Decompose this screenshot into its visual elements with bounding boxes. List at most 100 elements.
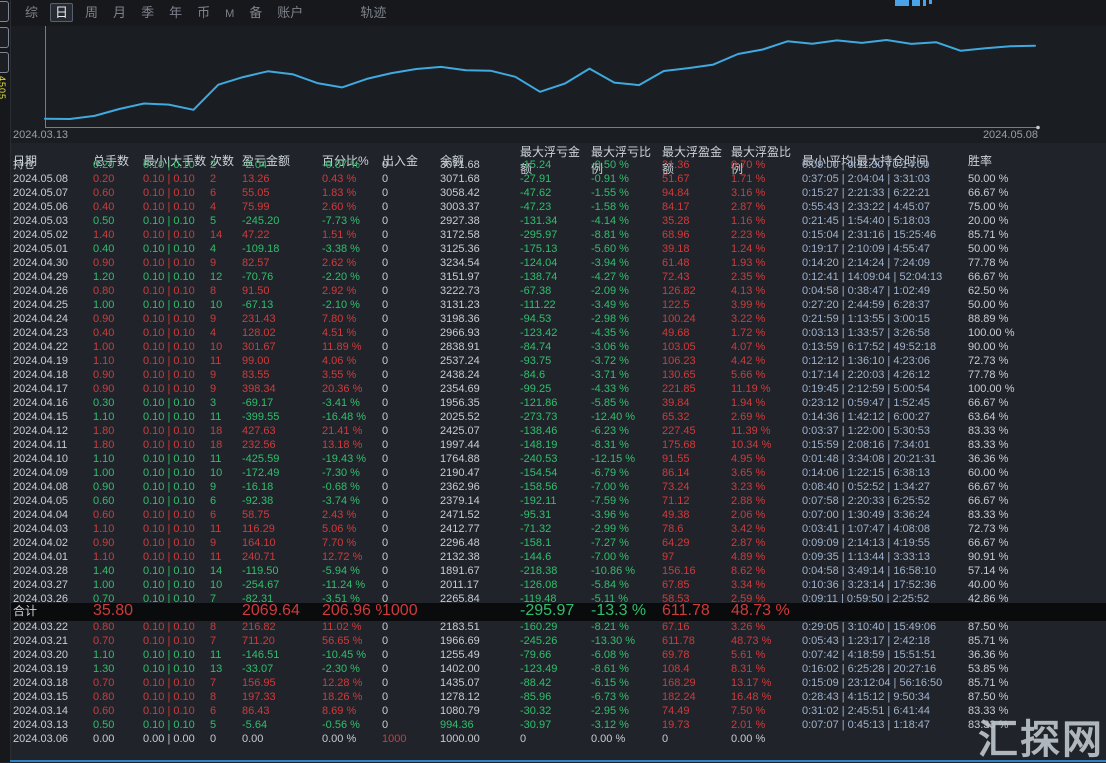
table-row[interactable]: 2024.05.08 0.20 0.10 | 0.10 2 13.26 0.43 % 0 30… — [10, 172, 1106, 186]
cell-hold: 0:37:05 | 2:04:04 | 3:31:03 — [802, 173, 931, 185]
column-header-2[interactable]: 最小|大手数 — [143, 153, 207, 168]
cell-mfl: -30.97 — [520, 719, 552, 731]
table-row[interactable]: 2024.03.22 0.80 0.10 | 0.10 8 216.82 11.02 % 0… — [10, 620, 1106, 634]
column-header-11[interactable]: 最大浮盈比例 — [731, 145, 792, 176]
table-row[interactable]: 2024.03.13 0.50 0.10 | 0.10 5 -5.64 -0.56 % 0 9… — [10, 718, 1106, 732]
side-toolbar-button[interactable] — [0, 1, 9, 22]
table-row[interactable]: 2024.04.29 1.20 0.10 | 0.10 12 -70.76 -2.20 %… — [10, 270, 1106, 284]
table-row[interactable]: 2024.03.21 0.70 0.10 | 0.10 7 711.20 56.65 % 0… — [10, 634, 1106, 648]
table-row[interactable]: 2024.04.09 1.00 0.10 | 0.10 10 -172.49 -7.30 … — [10, 466, 1106, 480]
table-row[interactable]: 2024.05.07 0.60 0.10 | 0.10 6 55.05 1.83 % 0 30… — [10, 186, 1106, 200]
tab-季[interactable]: 季 — [141, 5, 155, 20]
cell-mfpp: 1.16 % — [731, 215, 766, 227]
table-row[interactable]: 2024.04.10 1.10 0.10 | 0.10 11 -425.59 -19.43… — [10, 452, 1106, 466]
table-row[interactable]: 2024.03.19 1.30 0.10 | 0.10 13 -33.07 -2.30 %… — [10, 662, 1106, 676]
cell-date: 2024.04.18 — [13, 369, 69, 381]
table-row[interactable]: 2024.03.20 1.10 0.10 | 0.10 11 -146.51 -10.45… — [10, 648, 1106, 662]
table-row[interactable]: 2024.03.15 0.80 0.10 | 0.10 8 197.33 18.26 % 0… — [10, 690, 1106, 704]
table-row[interactable]: 2024.04.08 0.90 0.10 | 0.10 9 -16.18 -0.68 % 0… — [10, 480, 1106, 494]
table-row[interactable]: 2024.04.30 0.90 0.10 | 0.10 9 82.57 2.62 % 0 32… — [10, 256, 1106, 270]
cell-pnl: 55.05 — [242, 187, 270, 199]
cell-pnl: 231.43 — [242, 313, 276, 325]
column-header-3[interactable]: 次数 — [210, 153, 235, 168]
table-row[interactable]: 2024.05.06 0.40 0.10 | 0.10 4 75.99 2.60 % 0 30… — [10, 200, 1106, 214]
table-row[interactable]: 2024.04.25 1.00 0.10 | 0.10 10 -67.13 -2.10 %… — [10, 298, 1106, 312]
table-row[interactable]: 2024.03.18 0.70 0.10 | 0.10 7 156.95 12.28 % 0… — [10, 676, 1106, 690]
tab-年[interactable]: 年 — [169, 5, 183, 20]
cell-win: 50.00 % — [968, 299, 1009, 311]
column-header-6[interactable]: 出入金 — [382, 153, 419, 168]
cell-mfl: -95.31 — [520, 509, 552, 521]
cell-minmax: 0.10 | 0.10 — [143, 677, 195, 689]
table-row[interactable]: 2024.05.01 0.40 0.10 | 0.10 4 -109.18 -3.38 %… — [10, 242, 1106, 256]
cell-mfp: 72.43 — [662, 271, 690, 283]
column-header-10[interactable]: 最大浮盈金额 — [662, 145, 723, 176]
table-row[interactable]: 2024.04.22 1.00 0.10 | 0.10 10 301.67 11.89 %… — [10, 340, 1106, 354]
column-header-0[interactable]: 日期 — [13, 153, 38, 168]
cell-mfpp: 3.23 % — [731, 481, 766, 493]
tab-月[interactable]: 月 — [113, 5, 127, 20]
tab-M[interactable]: M — [225, 8, 235, 20]
cell-mfp: 182.24 — [662, 691, 696, 703]
table-row[interactable]: 2024.05.02 1.40 0.10 | 0.10 14 47.22 1.51 % 0 3… — [10, 228, 1106, 242]
table-row[interactable]: 2024.03.27 1.00 0.10 | 0.10 10 -254.67 -11.24… — [10, 578, 1106, 592]
tab-日[interactable]: 日 — [50, 3, 74, 22]
cell-count: 5 — [210, 719, 217, 731]
table-row[interactable]: 2024.03.28 1.40 0.10 | 0.10 14 -119.50 -5.94 … — [10, 564, 1106, 578]
column-header-13[interactable]: 胜率 — [968, 153, 993, 168]
table-row[interactable]: 2024.04.23 0.40 0.10 | 0.10 4 128.02 4.51 % 0 2… — [10, 326, 1106, 340]
table-row[interactable]: 2024.04.05 0.60 0.10 | 0.10 6 -92.38 -3.74 % 0… — [10, 494, 1106, 508]
table-row[interactable]: 2024.03.26 0.70 0.10 | 0.10 7 -82.31 -3.51 % 0… — [10, 592, 1106, 606]
column-header-1[interactable]: 总手数 — [93, 153, 130, 168]
position-row[interactable]: 持仓 0.20 0.10 | 0.10 2 -2.04 -0.07 % 0 3071.68 -1… — [10, 158, 1106, 172]
cell-count: 11 — [210, 551, 222, 563]
tab-综[interactable]: 综 — [25, 5, 39, 20]
table-row[interactable]: 2024.04.24 0.90 0.10 | 0.10 9 231.43 7.80 % 0 3… — [10, 312, 1106, 326]
table-row[interactable]: 2024.05.03 0.50 0.10 | 0.10 5 -245.20 -7.73 %… — [10, 214, 1106, 228]
table-row[interactable]: 2024.04.11 1.80 0.10 | 0.10 18 232.56 13.18 %… — [10, 438, 1106, 452]
cell-pnl: 711.20 — [242, 635, 275, 647]
tab-trail[interactable]: 轨迹 — [360, 5, 387, 20]
table-row[interactable]: 2024.04.15 1.10 0.10 | 0.10 11 -399.55 -16.48… — [10, 410, 1106, 424]
column-header-7[interactable]: 余额 — [440, 153, 465, 168]
table-row[interactable]: 2024.04.02 0.90 0.10 | 0.10 9 164.10 7.70 % 0 2… — [10, 536, 1106, 550]
table-row[interactable]: 2024.04.16 0.30 0.10 | 0.10 3 -69.17 -3.41 % 0… — [10, 396, 1106, 410]
cell-mfl: -79.66 — [520, 649, 552, 661]
column-header-4[interactable]: 盈亏金额 — [242, 153, 291, 168]
column-header-9[interactable]: 最大浮亏比例 — [591, 145, 652, 176]
table-row[interactable]: 2024.04.26 0.80 0.10 | 0.10 8 91.50 2.92 % 0 32… — [10, 284, 1106, 298]
tab-账户[interactable]: 账户 — [277, 5, 304, 20]
cell-cash: 0 — [382, 411, 389, 423]
cell-minmax: 0.10 | 0.10 — [143, 453, 195, 465]
table-row[interactable]: 2024.04.03 1.10 0.10 | 0.10 11 116.29 5.06 % 0… — [10, 522, 1106, 536]
cell-date: 2024.04.05 — [13, 495, 69, 507]
cell-total-date: 合计 — [13, 604, 38, 618]
tab-币[interactable]: 币 — [197, 5, 211, 20]
table-row[interactable]: 2024.04.04 0.60 0.10 | 0.10 6 58.75 2.43 % 0 24… — [10, 508, 1106, 522]
cell-lots: 0.50 — [93, 719, 115, 731]
tab-备[interactable]: 备 — [249, 5, 263, 20]
cell-count: 4 — [210, 243, 217, 255]
table-row[interactable]: 2024.04.12 1.80 0.10 | 0.10 18 427.63 21.41 %… — [10, 424, 1106, 438]
side-toolbar-button[interactable] — [0, 27, 9, 48]
cell-win: 42.86 % — [968, 593, 1009, 605]
cell-date: 2024.03.15 — [13, 691, 69, 703]
column-header-8[interactable]: 最大浮亏金额 — [520, 145, 581, 176]
cell-mfl: -245.26 — [520, 635, 558, 647]
column-header-12[interactable]: 最小|平均|最大持仓时间 — [802, 153, 929, 168]
table-row[interactable]: 2024.04.01 1.10 0.10 | 0.10 11 240.71 12.72 %… — [10, 550, 1106, 564]
cell-win: 72.73 % — [968, 355, 1009, 367]
table-row[interactable]: 2024.04.18 0.90 0.10 | 0.10 9 83.55 3.55 % 0 24… — [10, 368, 1106, 382]
table-row[interactable]: 2024.03.14 0.60 0.10 | 0.10 6 86.43 8.69 % 0 10… — [10, 704, 1106, 718]
table-row[interactable]: 2024.03.06 0.00 0.00 | 0.00 0 0.00 0.00 % 1000… — [10, 732, 1106, 746]
column-header-5[interactable]: 百分比% — [322, 153, 369, 168]
table-row[interactable]: 2024.04.19 1.10 0.10 | 0.10 11 99.00 4.06 % 0 2… — [10, 354, 1106, 368]
equity-line — [44, 39, 1036, 120]
table-row[interactable]: 2024.04.17 0.90 0.10 | 0.10 9 398.34 20.36 % 0… — [10, 382, 1106, 396]
chart-start-date-label: 2024.03.13 — [13, 129, 68, 141]
total-row[interactable]: 合计 35.80 2069.64 206.96 %1000 -295.97 -13.3 %… — [0, 603, 1106, 621]
cell-balance: 2362.96 — [440, 481, 480, 493]
side-toolbar-button[interactable] — [0, 52, 9, 73]
cell-cash: 0 — [382, 369, 389, 381]
tab-周[interactable]: 周 — [85, 5, 99, 20]
